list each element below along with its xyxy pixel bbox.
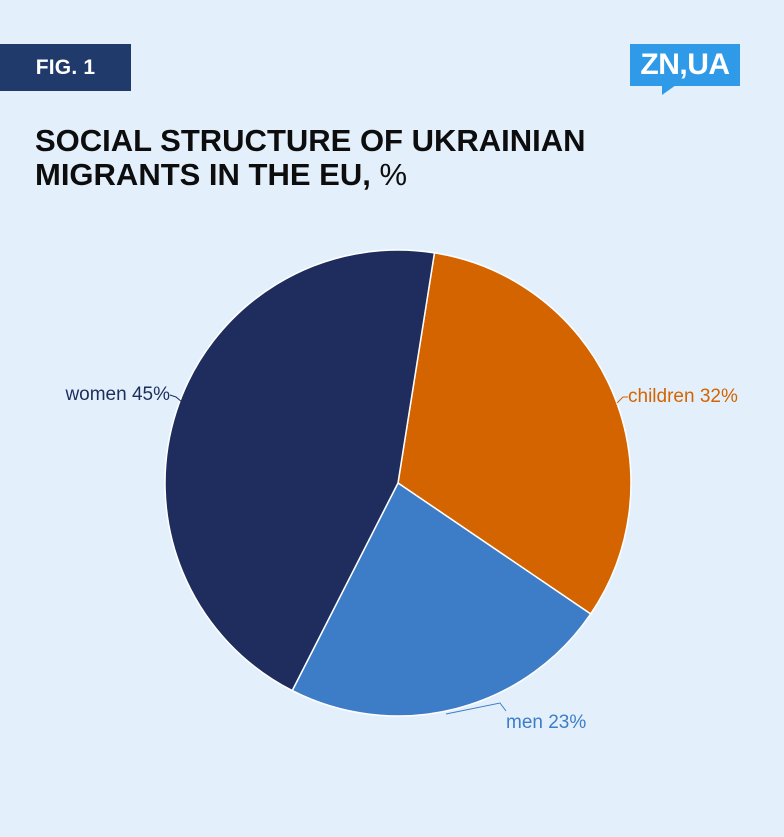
pie-slice-women [164, 249, 436, 692]
chart-title-unit: % [379, 157, 408, 192]
slice-label-women: women 45% [64, 384, 170, 405]
leader-line-children [616, 396, 628, 404]
leader-line-men [445, 702, 507, 715]
figure-number-badge: FIG. 1 [0, 44, 131, 91]
pie-labels: children 32% men 23% women 45% [64, 384, 738, 733]
pie-leader-lines [169, 394, 628, 715]
pie-slice-men [291, 481, 592, 717]
logo-speech-tail-icon [662, 85, 676, 95]
leader-line-women [169, 394, 183, 403]
chart-title-text: SOCIAL STRUCTURE OF UKRAINIAN MIGRANTS I… [35, 123, 586, 192]
pie-slices [164, 249, 632, 717]
slice-label-men: men 23% [506, 712, 586, 733]
zn-ua-logo: ZN,UA [630, 44, 740, 86]
pie-slice-children [397, 252, 632, 616]
slice-label-children: children 32% [628, 386, 738, 407]
chart-title: SOCIAL STRUCTURE OF UKRAINIAN MIGRANTS I… [35, 124, 735, 192]
